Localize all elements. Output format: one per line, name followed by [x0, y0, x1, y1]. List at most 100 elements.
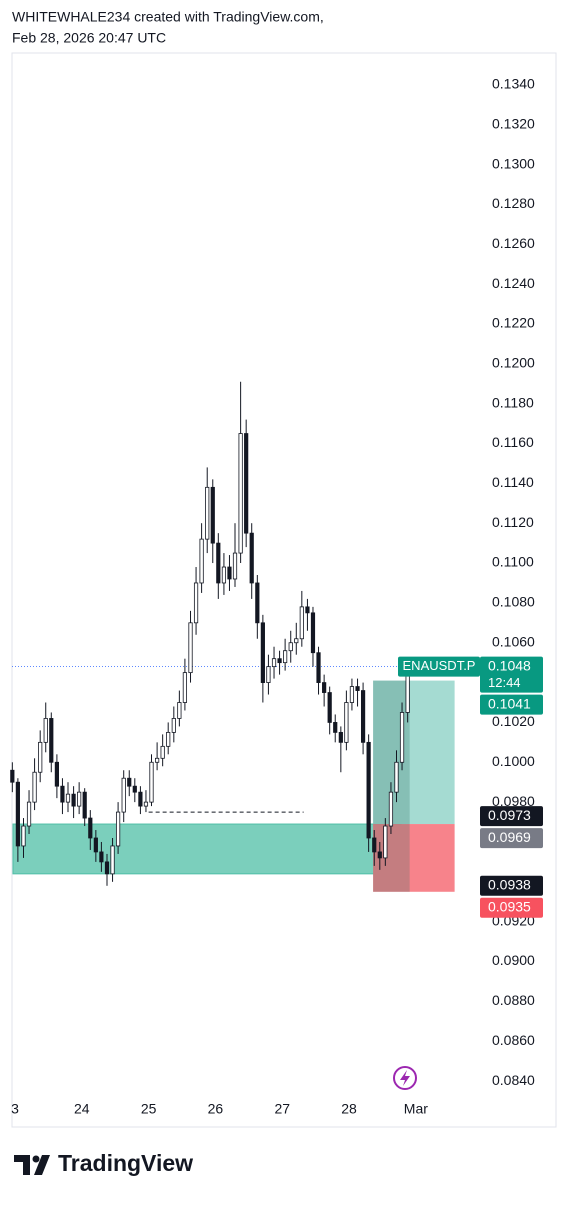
x-tick-label: 25 — [141, 1101, 157, 1117]
price-tag-bg — [480, 897, 543, 918]
candle-body — [188, 622, 193, 674]
x-tick-label: 28 — [341, 1101, 357, 1117]
candle-body — [327, 692, 332, 723]
candle-body — [93, 837, 98, 853]
candle-body — [138, 791, 143, 807]
candle-body — [10, 769, 15, 783]
candle-body — [77, 791, 82, 807]
y-tick-label: 0.0900 — [492, 952, 535, 968]
x-tick-label: 27 — [274, 1101, 290, 1117]
position-profit — [373, 680, 455, 825]
y-tick-label: 0.0860 — [492, 1032, 535, 1048]
x-tick-label: 26 — [208, 1101, 224, 1117]
candle-body — [366, 741, 371, 839]
y-tick-label: 0.1020 — [492, 713, 535, 729]
candle-body — [277, 658, 282, 664]
price-tag: 0.1048 — [488, 657, 531, 673]
candle-body — [193, 582, 199, 624]
price-tag-bg — [480, 656, 543, 693]
candle-body — [82, 791, 87, 819]
candle-body — [260, 622, 265, 683]
candle-body — [71, 793, 76, 807]
y-tick-label: 0.1100 — [492, 554, 534, 570]
price-tag-bg — [480, 806, 543, 827]
y-tick-label: 0.1340 — [492, 76, 535, 92]
y-tick-label: 0.1280 — [492, 195, 535, 211]
candle-body — [182, 672, 188, 703]
brand-logo — [14, 1155, 50, 1175]
candle-body — [26, 801, 32, 827]
candle-body — [171, 718, 176, 733]
candle-body — [160, 745, 165, 759]
candle-body — [205, 486, 210, 540]
candle-body — [288, 642, 293, 652]
candle-body — [255, 582, 260, 624]
price-tag: 0.1041 — [488, 695, 531, 711]
candle-body — [132, 785, 137, 793]
candle-body — [177, 702, 182, 719]
candle-body — [88, 817, 93, 839]
candle-body — [115, 811, 121, 847]
candle-body — [322, 682, 327, 693]
y-tick-label: 0.1300 — [492, 155, 535, 171]
y-tick-label: 0.1240 — [492, 275, 535, 291]
candle-body — [38, 741, 43, 773]
y-tick-label: 0.1180 — [492, 394, 534, 410]
candle-body — [227, 566, 232, 580]
symbol-tag: ENAUSDT.P — [403, 658, 476, 673]
price-tag-bg — [480, 875, 543, 896]
candle-body — [244, 433, 249, 534]
x-tick-label: 24 — [74, 1101, 90, 1117]
y-tick-label: 0.1200 — [492, 355, 535, 371]
candle-body — [65, 793, 71, 803]
candle-body — [155, 757, 160, 763]
candle-body — [121, 777, 126, 813]
candle-body — [216, 542, 221, 584]
candle-body — [166, 731, 171, 747]
y-tick-label: 0.0880 — [492, 992, 535, 1008]
candle-body — [60, 785, 65, 803]
y-tick-label: 0.1140 — [492, 474, 534, 490]
brand-name: TradingView — [58, 1150, 193, 1176]
author-line: WHITEWHALE234 created with TradingView.c… — [12, 9, 324, 25]
plot — [10, 381, 478, 892]
candle-body — [43, 718, 48, 743]
candle-body — [249, 532, 254, 584]
candle-body — [210, 486, 215, 544]
candle-body — [383, 825, 388, 859]
candle-body — [15, 781, 20, 847]
y-tick-label: 0.1260 — [492, 235, 535, 251]
y-tick-label: 0.1080 — [492, 594, 535, 610]
candle-body — [305, 606, 310, 614]
candle-body — [377, 851, 382, 859]
zone-box — [12, 823, 402, 875]
y-tick-label: 0.1000 — [492, 753, 535, 769]
chart-frame — [11, 52, 557, 1128]
candle-body — [221, 566, 227, 584]
y-tick-label: 0.0980 — [492, 793, 535, 809]
x-tick-label: Mar — [404, 1101, 428, 1117]
y-tick-label: 0.0840 — [492, 1072, 535, 1088]
price-countdown: 12:44 — [488, 675, 521, 690]
price-tag: 0.0935 — [488, 899, 531, 915]
candle-body — [316, 652, 321, 683]
candle-body — [372, 837, 377, 853]
candle-body — [21, 825, 26, 847]
candle-body — [299, 606, 304, 640]
x-tick-label: 3 — [11, 1101, 19, 1117]
candle-body — [99, 851, 104, 863]
candle-body — [394, 761, 399, 793]
price-tag: 0.0938 — [488, 877, 531, 893]
candle-body — [271, 658, 277, 668]
candle-body — [294, 638, 299, 644]
y-tick-label: 0.1160 — [492, 434, 534, 450]
candle-body — [54, 761, 59, 787]
y-tick-label: 0.1220 — [492, 315, 535, 331]
timestamp: Feb 28, 2026 20:47 UTC — [12, 30, 166, 46]
alert-icon[interactable] — [393, 1066, 417, 1090]
candle-body — [143, 801, 149, 807]
candle-body — [266, 666, 271, 683]
candle-body — [104, 861, 110, 875]
